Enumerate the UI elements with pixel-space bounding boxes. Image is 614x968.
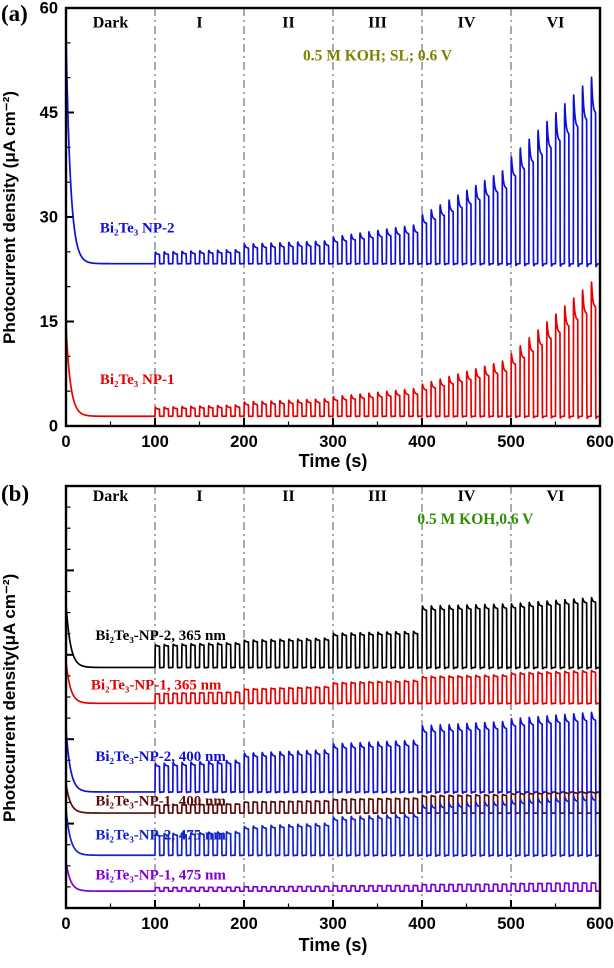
panel-a-tag: (a) — [1, 1, 28, 26]
x-tick-label: 0 — [61, 433, 70, 451]
series-curve — [65, 33, 601, 268]
region-label: IV — [458, 488, 476, 505]
panel-b-xlabel: Time (s) — [298, 935, 368, 955]
region-label: I — [196, 15, 202, 32]
series-label: Bi₂Te₃ NP-2 — [100, 220, 175, 236]
series-label: Bi₂Te₃-NP-2, 400 nm — [95, 749, 226, 765]
series-label: Bi₂Te₃-NP-1, 400 nm — [95, 793, 226, 809]
x-tick-label: 300 — [319, 433, 347, 451]
panel-a: Dark I II III IV VI 0.5 M KOH; SL; 0.6 V 0 100 20… — [0, 0, 614, 480]
x-tick-label: 300 — [319, 915, 347, 933]
series-curve — [65, 281, 601, 420]
condition-annotation: 0.5 M KOH; SL; 0.6 V — [303, 47, 453, 64]
x-tick-label: 0 — [61, 915, 70, 933]
series-curve — [65, 861, 601, 893]
x-tick-label: 600 — [586, 433, 614, 451]
panel-a-plot: Dark I II III IV VI0.5 M KOH; SL; 0.6 V0 100 20… — [40, 0, 614, 451]
series-curve — [65, 711, 601, 795]
plot-frame — [64, 484, 602, 910]
region-label: VI — [547, 15, 565, 32]
x-tick-label: 500 — [497, 915, 525, 933]
panel-b: Dark I II III IV VI 0.5 M KOH,0.6 V 0 100 200 300 4… — [0, 480, 614, 968]
series-label: Bi₂Te₃-NP-1, 475 nm — [95, 867, 226, 883]
panel-b-plot: Dark I II III IV VI0.5 M KOH,0.6 V0 100 200 300 4… — [61, 484, 614, 933]
x-tick-label: 400 — [408, 433, 436, 451]
y-tick-label: 60 — [40, 0, 58, 18]
y-tick-label: 30 — [40, 209, 58, 227]
x-tick-label: 600 — [586, 915, 614, 933]
y-tick-label: 45 — [40, 104, 58, 122]
series-label: Bi₂Te₃-NP-2, 365 nm — [95, 628, 226, 644]
region-label: II — [282, 15, 294, 32]
region-label: VI — [547, 488, 565, 505]
region-label: I — [196, 488, 202, 505]
panel-a-xlabel: Time (s) — [298, 451, 368, 471]
x-tick-label: 100 — [141, 915, 169, 933]
x-tick-label: 100 — [141, 433, 169, 451]
region-label: Dark — [93, 488, 129, 505]
series-label: Bi₂Te₃-NP-1, 365 nm — [91, 677, 222, 693]
x-tick-label: 200 — [230, 915, 258, 933]
region-label: III — [368, 15, 387, 32]
x-tick-label: 500 — [497, 433, 525, 451]
panel-b-tag: (b) — [1, 481, 30, 506]
panel-b-ylabel: Photocurrent density(μA cm⁻²) — [0, 573, 19, 823]
series-label: Bi₂Te₃ NP-1 — [100, 372, 175, 388]
region-label: Dark — [93, 15, 129, 32]
series-label: Bi₂Te₃-NP-2, 475 nm — [95, 828, 226, 844]
x-tick-label: 400 — [408, 915, 436, 933]
y-tick-label: 0 — [49, 418, 58, 436]
panel-a-ylabel: Photocurrent density (μA cm⁻²) — [0, 91, 19, 345]
plot-frame — [64, 6, 602, 428]
region-label: III — [368, 488, 387, 505]
y-tick-label: 15 — [40, 313, 58, 331]
region-label: II — [282, 488, 294, 505]
series-curve — [65, 661, 601, 705]
series-curve — [65, 596, 601, 670]
condition-annotation: 0.5 M KOH,0.6 V — [417, 511, 534, 528]
series-curve — [65, 794, 601, 858]
region-label: IV — [458, 15, 476, 32]
x-tick-label: 200 — [230, 433, 258, 451]
